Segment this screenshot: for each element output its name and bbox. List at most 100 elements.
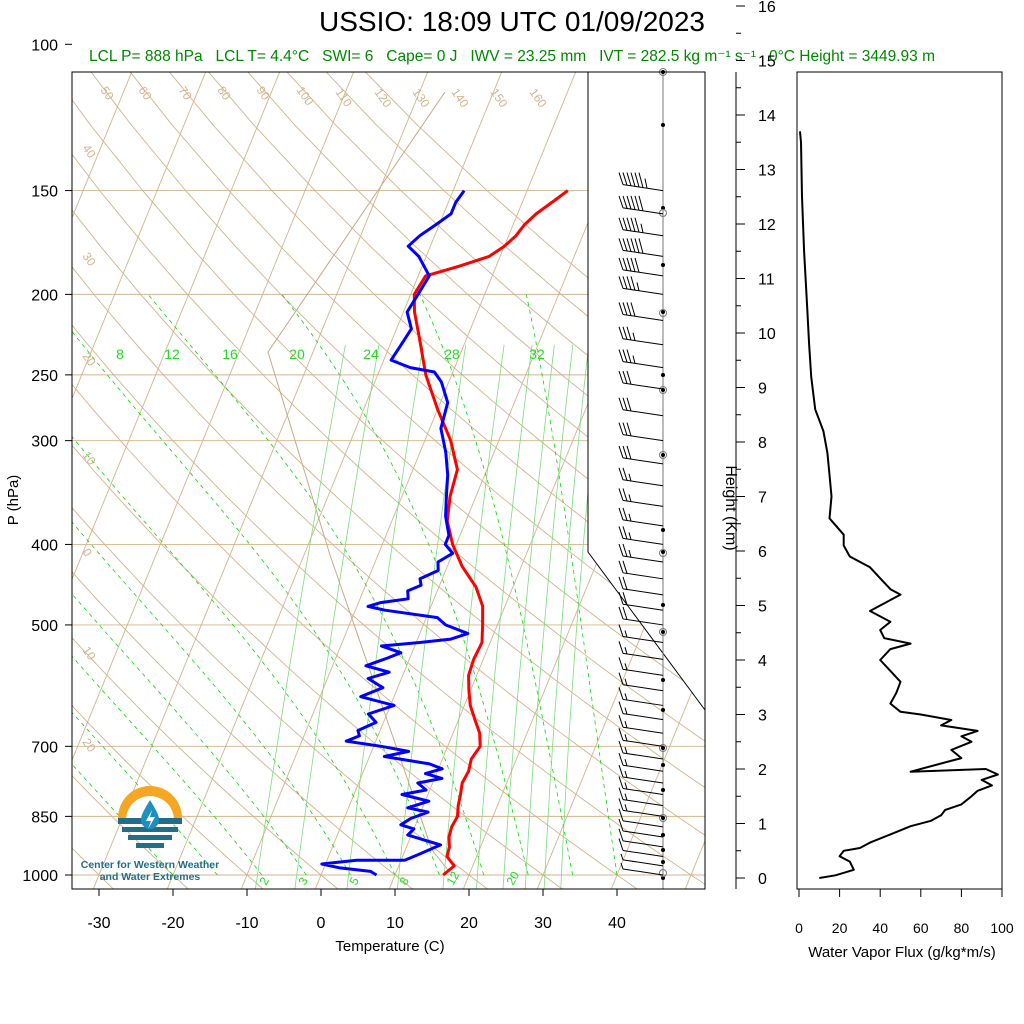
barb-staff	[622, 457, 664, 465]
barb-staff	[622, 519, 664, 527]
calm-circle	[659, 386, 667, 394]
cw3e-logo: Center for Western Weather and Water Ext…	[70, 782, 230, 894]
wind-level-dot	[661, 453, 665, 457]
dry-adiabat-label: 20	[80, 350, 99, 369]
mixing-ratio-line	[476, 344, 533, 889]
dry-adiabat	[207, 72, 705, 527]
wind-barb	[618, 776, 664, 795]
barb-panel-mask	[588, 72, 705, 889]
flux-x-tick-label: 40	[872, 920, 888, 936]
barb-half-flag	[632, 355, 636, 364]
wind-barb	[618, 798, 664, 817]
height-tick-label: 1	[758, 817, 767, 834]
barb-flag	[622, 543, 628, 557]
mixing-ratio-line	[560, 344, 603, 889]
barb-flag	[618, 302, 624, 315]
flux-x-tick-label: 80	[954, 920, 970, 936]
mixing-ratio-label: 3	[295, 874, 311, 887]
wind-barb	[618, 172, 664, 192]
barb-half-flag	[624, 746, 628, 754]
barb-flag	[622, 217, 628, 231]
mixing-ratio-line	[442, 344, 505, 889]
mixing-ratio-label: 20	[503, 869, 522, 888]
barb-flag	[626, 302, 632, 316]
dry-adiabat	[72, 637, 339, 889]
barb-flag	[626, 326, 632, 341]
wind-barb	[618, 576, 664, 596]
height-tick-label: 3	[758, 708, 767, 725]
mixing-ratio-label: 24	[363, 346, 379, 362]
barb-flag	[618, 728, 624, 741]
barb-flag	[622, 238, 628, 252]
barb-staff	[622, 820, 664, 828]
barb-flag	[618, 641, 624, 654]
barb-half-flag	[620, 853, 624, 861]
barb-half-flag	[624, 770, 628, 778]
height-tick-label: 5	[758, 599, 767, 616]
skewt-frame	[71, 71, 706, 890]
y-axis-label: P (hPa)	[5, 475, 22, 526]
barb-flag	[634, 257, 640, 273]
barb-staff	[622, 382, 664, 390]
isotherm	[72, 72, 207, 400]
water-vapor-flux-line	[799, 131, 999, 879]
sounding-parameters: LCL P= 888 hPa LCL T= 4.4°C SWI= 6 Cape=…	[0, 47, 1024, 66]
barb-flag	[634, 195, 640, 211]
wind-barb	[618, 828, 664, 848]
barb-staff	[622, 739, 664, 747]
barb-half-flag	[624, 678, 628, 686]
barb-flag	[622, 326, 628, 340]
barb-half-flag	[620, 862, 624, 870]
barb-staff	[622, 361, 664, 369]
barb-flag	[622, 445, 628, 459]
barb-flag	[618, 370, 624, 384]
dry-adiabat-label: 160	[527, 86, 550, 111]
swi-value: SWI= 6	[322, 48, 374, 65]
height-axis-label: Height (Km)	[722, 465, 739, 550]
barb-half-flag	[624, 707, 628, 715]
y-tick-label: 200	[31, 287, 58, 304]
barb-flag	[630, 195, 636, 210]
wind-barb	[618, 467, 664, 487]
wind-barb	[618, 560, 664, 580]
isotherm	[610, 658, 705, 889]
barb-staff	[622, 776, 664, 784]
height-tick-label: 8	[758, 435, 767, 452]
barb-staff	[622, 555, 664, 563]
height-tick-label: 7	[758, 490, 767, 507]
wind-barb	[618, 397, 664, 417]
calm-circle	[659, 869, 667, 877]
height-tick-label: 4	[758, 653, 767, 670]
lcl-temperature: LCL T= 4.4°C	[215, 48, 310, 65]
wind-barb	[618, 422, 664, 442]
height-tick-label: 16	[758, 0, 776, 16]
flux-x-tick-label: 20	[832, 920, 848, 936]
wind-barb	[618, 606, 664, 626]
barb-half-flag	[628, 494, 632, 502]
barb-flag	[638, 172, 644, 188]
wind-barb	[618, 657, 664, 676]
wind-level-dot	[661, 630, 665, 634]
dry-adiabat-label: 80	[215, 84, 234, 103]
barb-staff	[622, 588, 664, 596]
height-tick-label: 10	[758, 326, 776, 343]
mixing-ratio-label: 8	[116, 346, 124, 362]
dry-adiabat	[72, 266, 705, 836]
dry-adiabat	[129, 72, 705, 610]
barb-half-flag	[624, 693, 628, 701]
wind-barb	[618, 488, 664, 507]
barb-flag	[618, 445, 624, 459]
barb-flag	[618, 257, 624, 271]
mixing-ratio-label: 16	[222, 346, 238, 362]
barb-flag	[618, 808, 624, 821]
parcel-path	[267, 91, 449, 871]
calm-circle	[659, 451, 667, 459]
height-tick-label: 6	[758, 544, 767, 561]
barb-flag	[622, 507, 628, 521]
mixing-ratio-line	[543, 344, 590, 889]
barb-flag	[622, 592, 628, 605]
wind-barb	[618, 326, 664, 346]
flux-x-axis-label: Water Vapor Flux (g/kg*m/s)	[808, 944, 996, 961]
height-tick-label: 13	[758, 163, 776, 180]
